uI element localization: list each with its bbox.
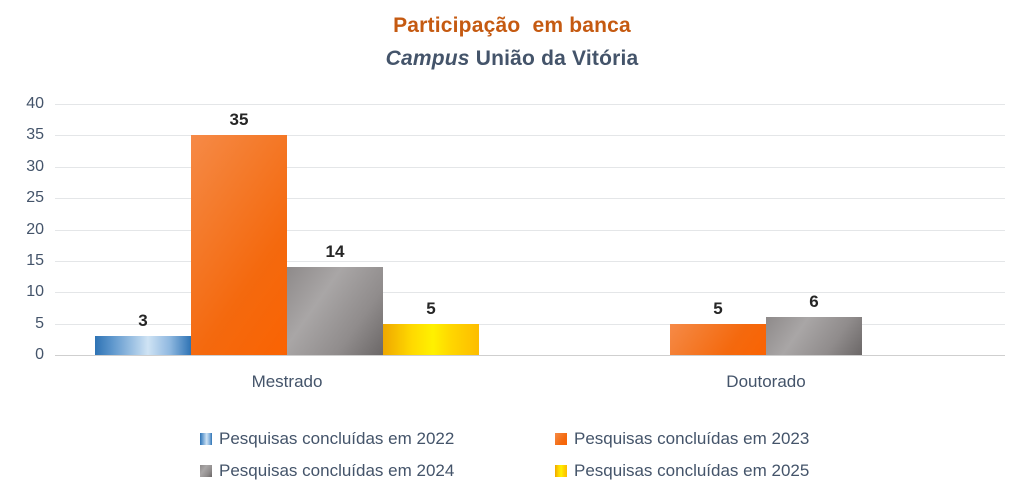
legend-marker-icon-2024 (200, 465, 212, 477)
value-label-mestrado-s3: 14 (325, 242, 345, 261)
gridline-35 (55, 135, 1005, 136)
legend-label-2022: Pesquisas concluídas em 2022 (219, 429, 455, 448)
gridline-20 (55, 230, 1005, 231)
legend-label-2023: Pesquisas concluídas em 2023 (574, 429, 810, 448)
legend-marker-icon-2023 (555, 433, 567, 445)
legend-item-2025: Pesquisas concluídas em 2025 (555, 461, 809, 481)
legend-item-2024: Pesquisas concluídas em 2024 (200, 461, 454, 481)
bar-series2-mestrado (191, 135, 287, 355)
gridline-30 (55, 167, 1005, 168)
gridline-10 (55, 292, 1005, 293)
chart-subtitle-rest: União da Vitória (469, 47, 639, 70)
gridline-15 (55, 261, 1005, 262)
y-axis-tick-5: 5 (35, 315, 44, 332)
legend-label-2025: Pesquisas concluídas em 2025 (574, 461, 810, 480)
y-axis-tick-30: 30 (26, 158, 44, 175)
value-label-doutorado-s2: 5 (713, 299, 723, 318)
y-axis-tick-25: 25 (26, 189, 44, 206)
chart-subtitle-campus: Campus (385, 47, 470, 70)
y-axis-tick-15: 15 (26, 252, 44, 269)
chart-title: Participação em banca (393, 14, 631, 37)
chart-subtitle: Campus União da Vitória (0, 47, 1024, 71)
gridline-40 (55, 104, 1005, 105)
bar-series1-mestrado (95, 336, 191, 355)
legend-item-2023: Pesquisas concluídas em 2023 (555, 429, 809, 449)
y-axis-tick-0: 0 (35, 346, 44, 363)
value-label-mestrado-s4: 5 (426, 299, 436, 318)
category-label-mestrado: Mestrado (251, 372, 323, 391)
legend-label-2024: Pesquisas concluídas em 2024 (219, 461, 455, 480)
legend-marker-icon-2022 (200, 433, 212, 445)
value-label-doutorado-s3: 6 (809, 292, 819, 311)
value-label-mestrado-s2: 35 (229, 110, 249, 129)
y-axis-tick-10: 10 (26, 283, 44, 300)
gridline-25 (55, 198, 1005, 199)
gridline-5 (55, 324, 1005, 325)
legend-marker-icon-2025 (555, 465, 567, 477)
legend-item-2022: Pesquisas concluídas em 2022 (200, 429, 454, 449)
bar-series4-mestrado (383, 324, 479, 355)
bar-series3-doutorado (766, 317, 862, 355)
bar-series2-doutorado (670, 324, 766, 355)
y-axis-tick-40: 40 (26, 95, 44, 112)
gridline-0 (55, 355, 1005, 356)
bar-series3-mestrado (287, 267, 383, 355)
value-label-mestrado-s1: 3 (138, 311, 148, 330)
category-label-doutorado: Doutorado (726, 372, 806, 391)
y-axis-tick-20: 20 (26, 221, 44, 238)
y-axis-tick-35: 35 (26, 126, 44, 143)
